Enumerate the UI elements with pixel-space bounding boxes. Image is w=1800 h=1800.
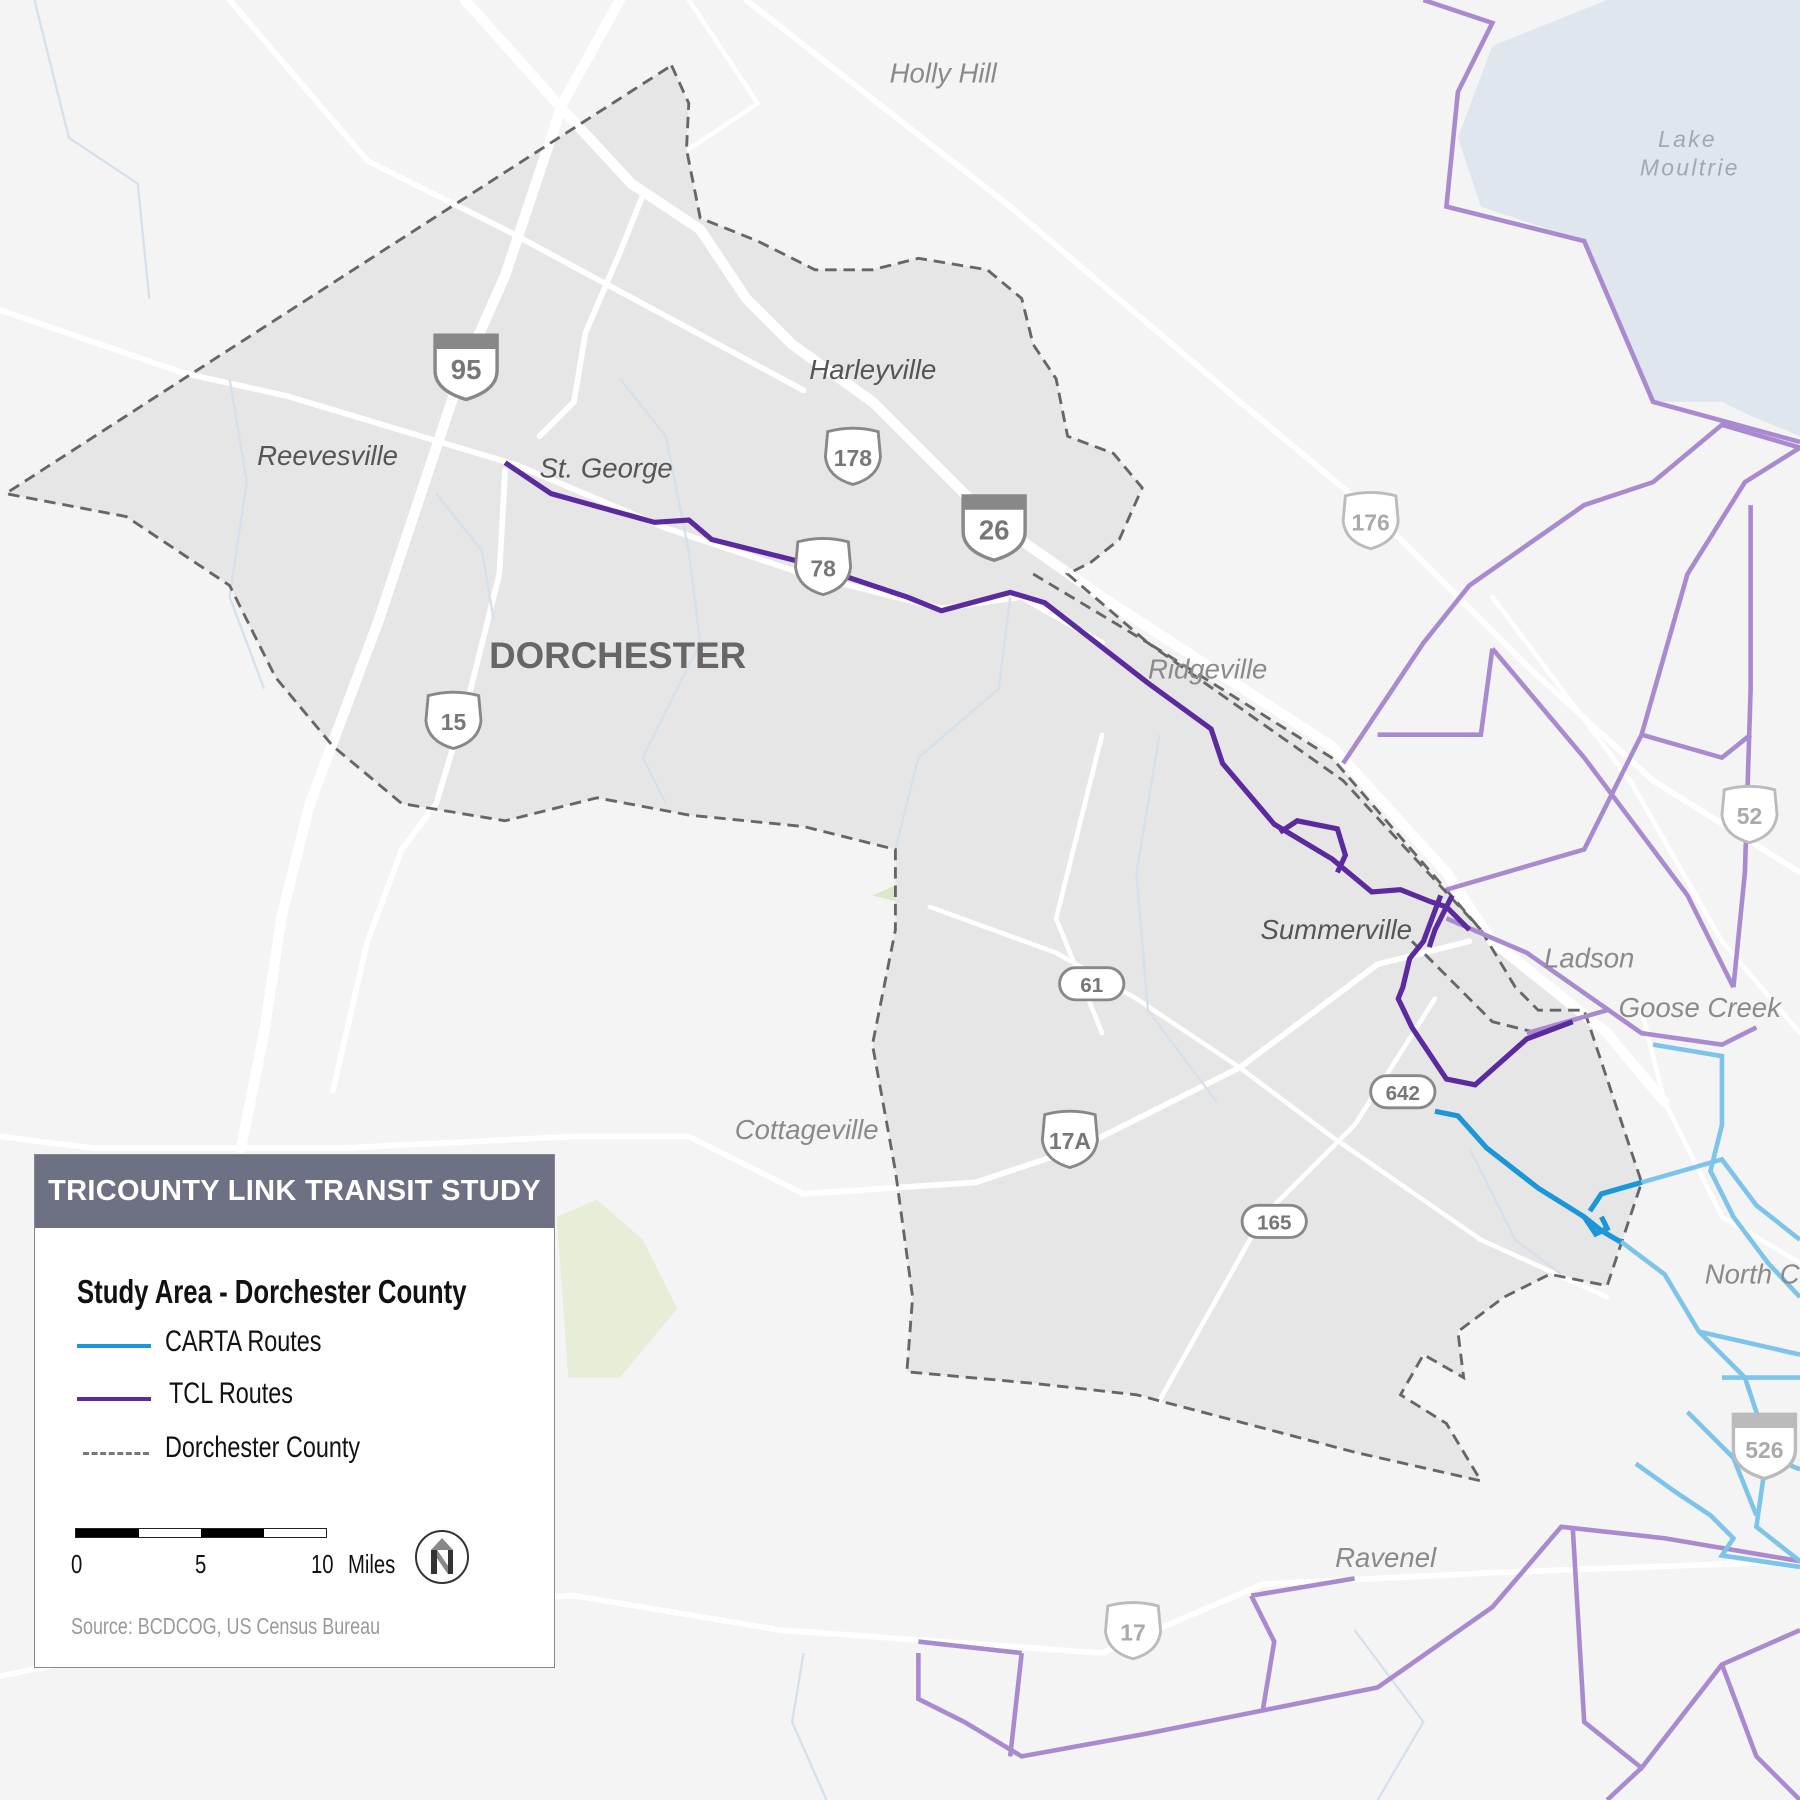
us-shield-52: 52 bbox=[1720, 784, 1779, 845]
dorchester-county-boundary bbox=[1, 63, 1644, 1484]
lake-moultrie bbox=[1457, 0, 1800, 437]
scale-tick: 5 bbox=[195, 1549, 207, 1579]
legend-tcl-swatch bbox=[77, 1397, 151, 1401]
place-label: North Charleston bbox=[1705, 1258, 1800, 1289]
carta-route bbox=[1434, 1108, 1643, 1245]
svg-text:78: 78 bbox=[810, 555, 836, 581]
svg-text:17: 17 bbox=[1120, 1619, 1146, 1645]
park bbox=[556, 1199, 678, 1378]
place-label: Summerville bbox=[1260, 914, 1412, 945]
svg-text:526: 526 bbox=[1745, 1437, 1783, 1463]
streams bbox=[33, 0, 1562, 1800]
water-label: Lake bbox=[1658, 126, 1717, 152]
svg-text:15: 15 bbox=[441, 709, 467, 735]
legend-item-county: Dorchester County bbox=[165, 1431, 361, 1464]
legend-subtitle: Study Area - Dorchester County bbox=[77, 1273, 467, 1310]
svg-text:165: 165 bbox=[1257, 1211, 1291, 1234]
us-shield-176: 176 bbox=[1341, 491, 1400, 551]
place-label: St. George bbox=[540, 453, 673, 484]
svg-text:26: 26 bbox=[979, 515, 1010, 546]
place-label: Reevesville bbox=[257, 440, 398, 471]
place-label: Cottageville bbox=[735, 1114, 879, 1145]
tcl-route-loop bbox=[1278, 818, 1574, 1088]
tcl-routes-other bbox=[916, 0, 1800, 1800]
scale-tick: 10 bbox=[311, 1549, 334, 1579]
legend-county-swatch bbox=[83, 1452, 149, 1455]
legend-title: TRICOUNTY LINK TRANSIT STUDY bbox=[35, 1155, 554, 1228]
place-label: Ridgeville bbox=[1148, 653, 1267, 684]
legend-item-tcl: TCL Routes bbox=[169, 1377, 293, 1410]
svg-text:17A: 17A bbox=[1049, 1128, 1091, 1154]
carta-routes-other bbox=[1617, 1042, 1800, 1570]
place-label: Ravenel bbox=[1335, 1542, 1437, 1573]
svg-text:642: 642 bbox=[1386, 1082, 1420, 1105]
county-label: DORCHESTER bbox=[489, 635, 746, 676]
svg-text:176: 176 bbox=[1352, 509, 1390, 535]
scale-bar bbox=[75, 1528, 327, 1538]
state-route-642: 642 bbox=[1369, 1074, 1437, 1110]
legend-carta-swatch bbox=[77, 1344, 151, 1348]
water-label: Moultrie bbox=[1640, 155, 1740, 181]
legend: TRICOUNTY LINK TRANSIT STUDY Study Area … bbox=[34, 1154, 555, 1668]
county-boundary-inner bbox=[1032, 572, 1539, 1035]
place-label: Holly Hill bbox=[890, 58, 998, 89]
interstate-shield-26: 26 bbox=[961, 494, 1027, 563]
scale-tick: 0 bbox=[71, 1549, 83, 1579]
state-route-61: 61 bbox=[1058, 966, 1126, 1002]
scale-unit: Miles bbox=[348, 1549, 396, 1579]
north-arrow-icon: N bbox=[415, 1530, 469, 1584]
us-shield-17: 17 bbox=[1104, 1601, 1163, 1661]
us-shield-178: 178 bbox=[823, 426, 882, 486]
place-label: Harleyville bbox=[809, 354, 936, 385]
legend-item-carta: CARTA Routes bbox=[165, 1325, 322, 1358]
interstate-shield-526: 526 bbox=[1731, 1412, 1798, 1481]
svg-text:52: 52 bbox=[1737, 803, 1763, 829]
place-label: Ladson bbox=[1544, 943, 1634, 974]
svg-text:61: 61 bbox=[1080, 974, 1103, 997]
place-label: Goose Creek bbox=[1619, 992, 1783, 1023]
us-shield-17a: 17A bbox=[1040, 1109, 1099, 1169]
tcl-route bbox=[503, 460, 1472, 932]
svg-text:95: 95 bbox=[451, 354, 482, 385]
us-shield-78: 78 bbox=[794, 536, 853, 597]
svg-text:178: 178 bbox=[834, 445, 873, 471]
study-area bbox=[5, 65, 1642, 1481]
us-shield-15: 15 bbox=[424, 690, 483, 750]
interstate-shield-95: 95 bbox=[433, 333, 499, 402]
state-route-165: 165 bbox=[1240, 1203, 1308, 1239]
source-note: Source: BCDCOG, US Census Bureau bbox=[71, 1613, 381, 1639]
